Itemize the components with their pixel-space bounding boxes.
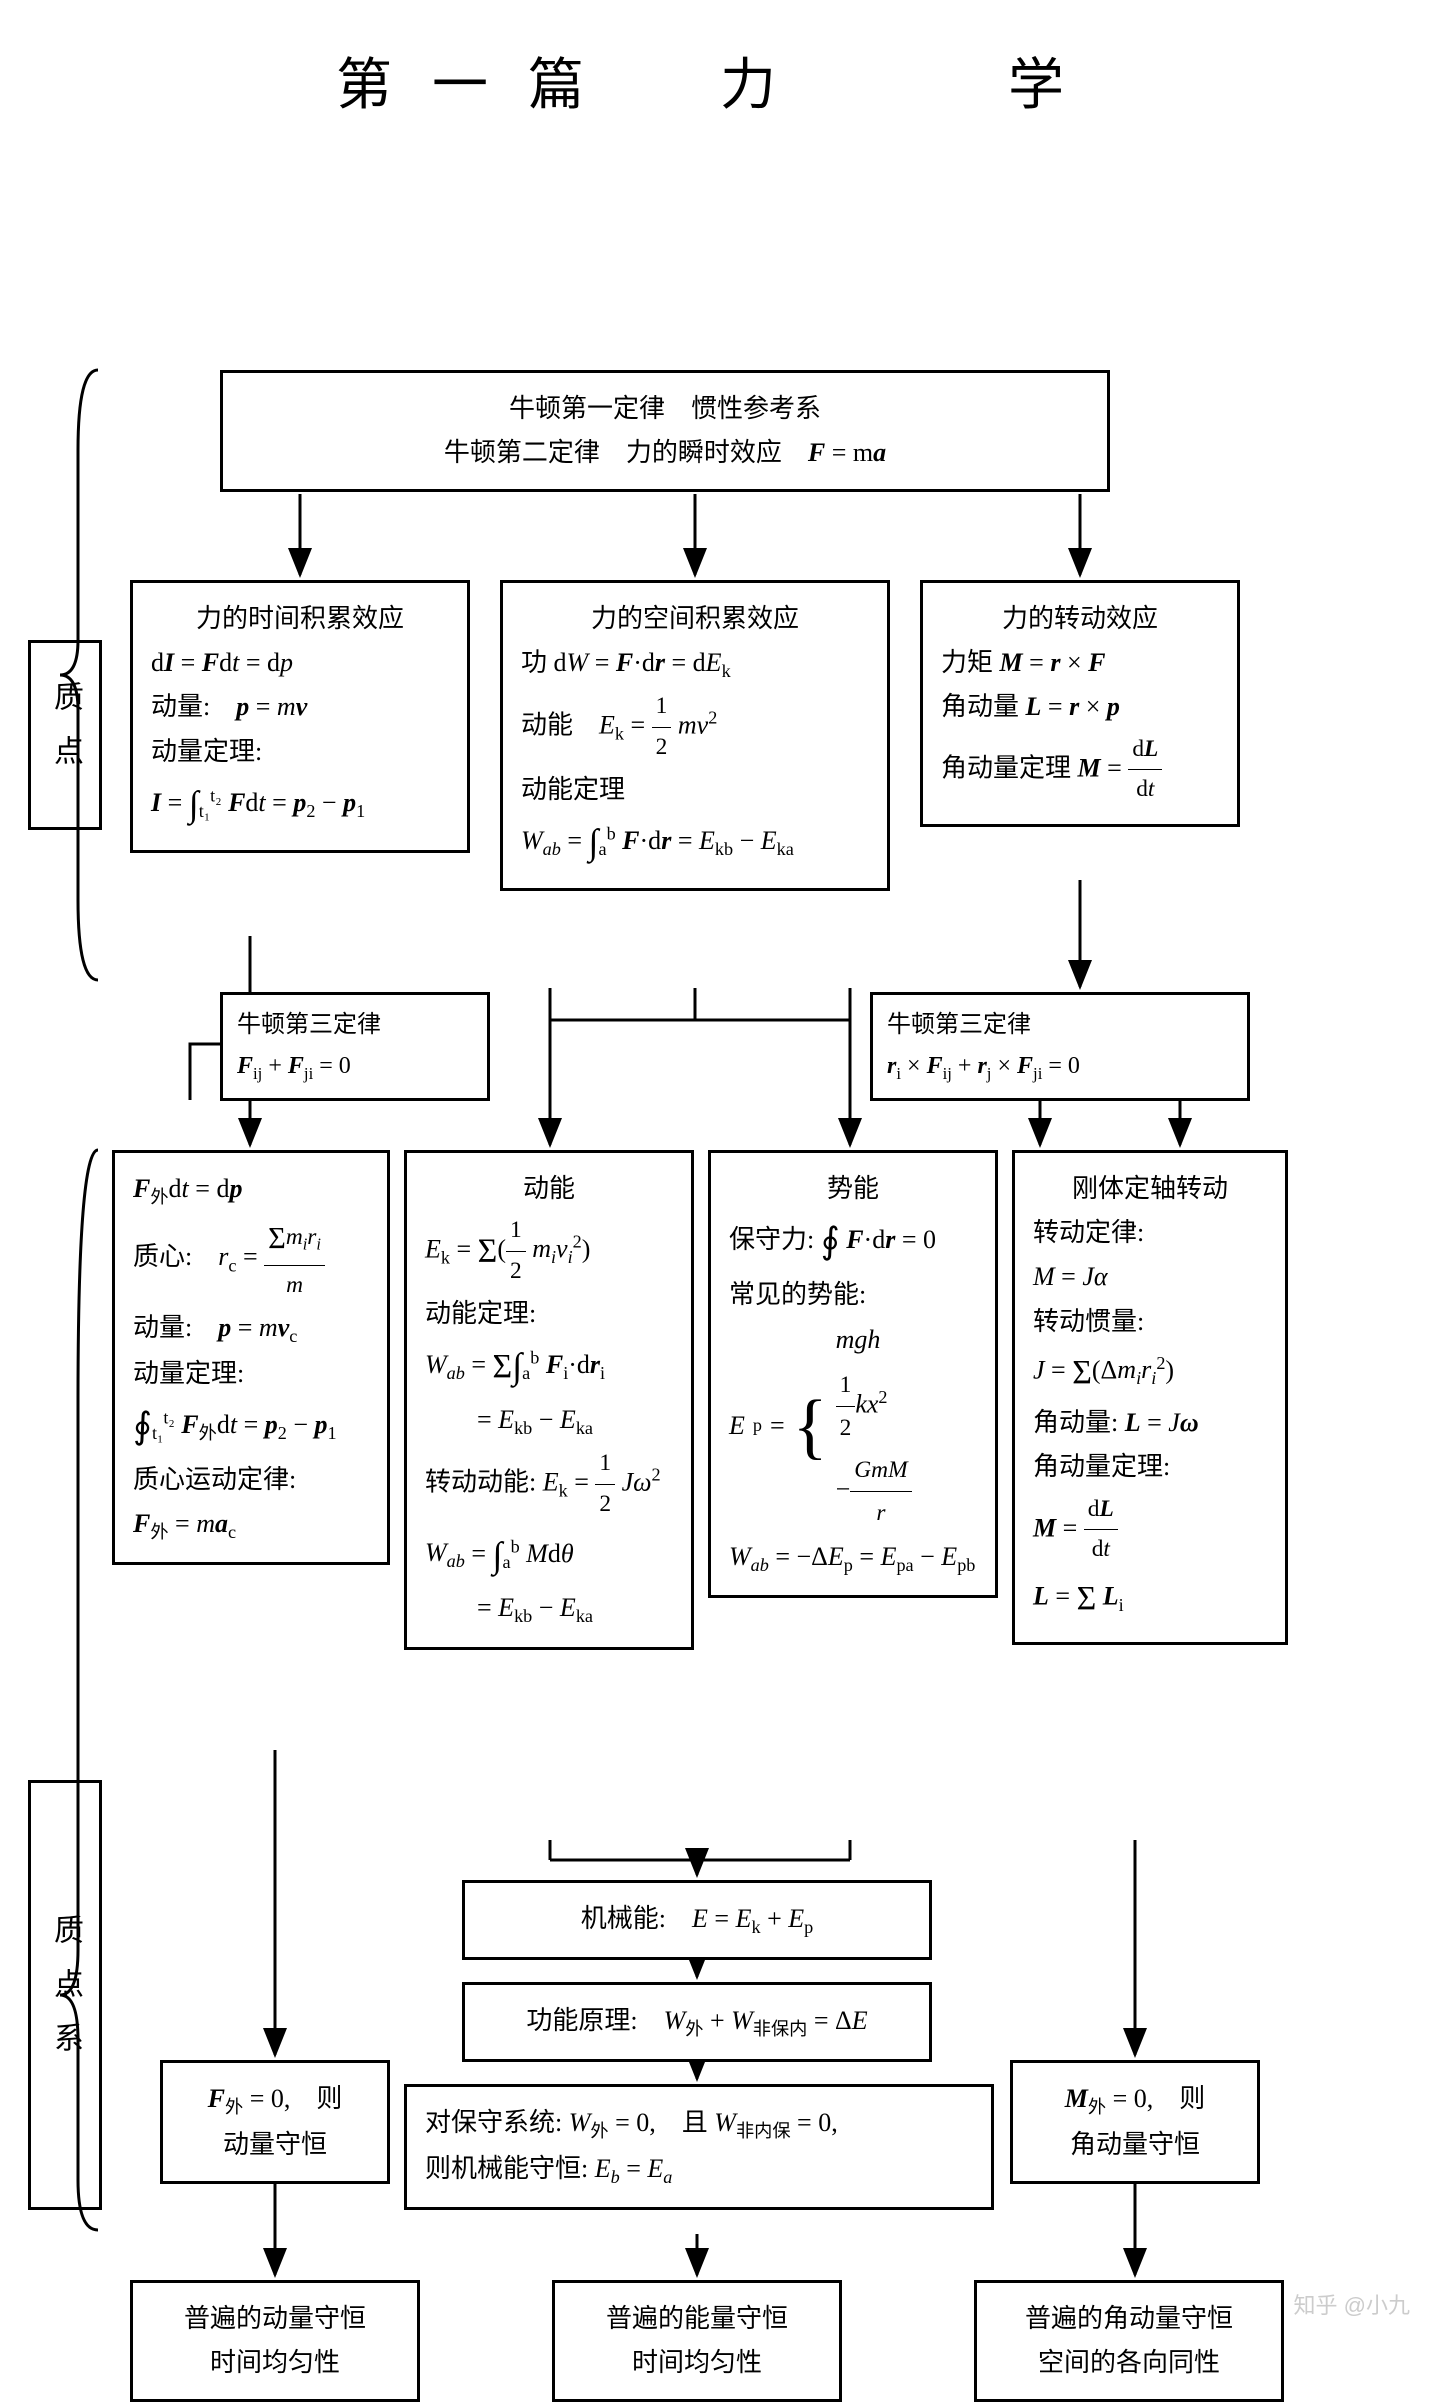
- formula: 力矩 M = r × F: [941, 641, 1219, 685]
- formula: 动能定理: [521, 768, 869, 812]
- formula: Ep = { mgh 12kx2 −GmMr: [729, 1317, 977, 1534]
- box-p-zero: F外 = 0, 则 动量守恒: [160, 2060, 390, 2184]
- side-label-system: 质点系: [28, 1780, 102, 2210]
- formula: ∮t₁t₂ F外dt = p2 − p1: [133, 1396, 369, 1458]
- text: 普遍的能量守恒: [573, 2297, 821, 2341]
- formula: I = ∫t₁t₂ Fdt = p2 − p1: [151, 774, 449, 836]
- text: 牛顿第三定律: [237, 1005, 473, 1046]
- text: 时间均匀性: [573, 2341, 821, 2385]
- formula: F外dt = dp: [133, 1167, 369, 1213]
- formula: = Ekb − Eka: [425, 1586, 673, 1632]
- heading: 动能: [425, 1167, 673, 1211]
- formula: 功 dW = F·dr = dEk: [521, 641, 869, 687]
- formula: Wab = −ΔEp = Epa − Epb: [729, 1535, 977, 1581]
- side-label-particle: 质点: [28, 640, 102, 830]
- formula: Ek = Σ(12 mivi2): [425, 1211, 673, 1292]
- box-mass-center: F外dt = dp 质心: rc = Σmirim 动量: p = mvc 动量…: [112, 1150, 390, 1565]
- text: 空间的各向同性: [995, 2341, 1263, 2385]
- formula: Wab = ∫ab Mdθ: [425, 1525, 673, 1587]
- formula: 功能原理: W外 + W非保内 = ΔE: [526, 2006, 867, 2035]
- box-e-univ: 普遍的能量守恒 时间均匀性: [552, 2280, 842, 2402]
- formula: = Ekb − Eka: [425, 1398, 673, 1444]
- box-ke: 动能 Ek = Σ(12 mivi2) 动能定理: Wab = Σ∫ab Fi·…: [404, 1150, 694, 1650]
- text: 动量守恒: [181, 2123, 369, 2167]
- text: 牛顿第三定律: [887, 1005, 1233, 1046]
- formula: 动量: p = mv: [151, 685, 449, 729]
- formula: ri × Fij + rj × Fji = 0: [887, 1046, 1233, 1088]
- formula: F外 = mac: [133, 1502, 369, 1548]
- text: 牛顿第一定律 惯性参考系: [241, 387, 1089, 431]
- box-space-eff: 力的空间积累效应 功 dW = F·dr = dEk 动能 Ek = 12 mv…: [500, 580, 890, 891]
- box-newton3a: 牛顿第三定律 Fij + Fji = 0: [220, 992, 490, 1101]
- box-p-univ: 普遍的动量守恒 时间均匀性: [130, 2280, 420, 2402]
- formula: 动能定理:: [425, 1292, 673, 1336]
- formula: M外 = 0, 则: [1031, 2077, 1239, 2123]
- heading: 势能: [729, 1167, 977, 1211]
- formula: 角动量定理:: [1033, 1445, 1267, 1489]
- text: 普遍的动量守恒: [151, 2297, 399, 2341]
- formula: M = Jα: [1033, 1255, 1267, 1299]
- formula: 质心运动定律:: [133, 1458, 369, 1502]
- formula: M = dLdt: [1033, 1490, 1267, 1571]
- heading: 力的转动效应: [941, 597, 1219, 641]
- text: 角动量守恒: [1031, 2123, 1239, 2167]
- box-newton3b: 牛顿第三定律 ri × Fij + rj × Fji = 0: [870, 992, 1250, 1101]
- formula: 动量定理:: [151, 730, 449, 774]
- heading: 力的空间积累效应: [521, 597, 869, 641]
- box-l-zero: M外 = 0, 则 角动量守恒: [1010, 2060, 1260, 2184]
- formula: 则机械能守恒: Eb = Ea: [425, 2147, 973, 2193]
- formula: 动量定理:: [133, 1352, 369, 1396]
- formula: Wab = ∫ab F·dr = Ekb − Eka: [521, 812, 869, 874]
- formula: J = Σ(Δmiri2): [1033, 1344, 1267, 1401]
- formula: 机械能: E = Ek + Ep: [581, 1904, 813, 1933]
- text: 普遍的角动量守恒: [995, 2297, 1263, 2341]
- formula: 动能 Ek = 12 mv2: [521, 687, 869, 768]
- formula: 动量: p = mvc: [133, 1306, 369, 1352]
- formula: 保守力: ∮ F·dr = 0: [729, 1211, 977, 1273]
- heading: 刚体定轴转动: [1033, 1167, 1267, 1211]
- formula: dI = Fdt = dp: [151, 641, 449, 685]
- formula: 转动惯量:: [1033, 1300, 1267, 1344]
- formula: 转动动能: Ek = 12 Jω2: [425, 1444, 673, 1525]
- box-mech-e: 机械能: E = Ek + Ep: [462, 1880, 932, 1960]
- box-work-e: 功能原理: W外 + W非保内 = ΔE: [462, 1982, 932, 2062]
- box-conserve: 对保守系统: W外 = 0, 且 W非内保 = 0, 则机械能守恒: Eb = …: [404, 2084, 994, 2210]
- heading: 力的时间积累效应: [151, 597, 449, 641]
- text: 牛顿第二定律 力的瞬时效应 F = ma: [241, 431, 1089, 475]
- box-rigid: 刚体定轴转动 转动定律: M = Jα 转动惯量: J = Σ(Δmiri2) …: [1012, 1150, 1288, 1645]
- formula: 质心: rc = Σmirim: [133, 1213, 369, 1305]
- formula: Fij + Fji = 0: [237, 1046, 473, 1088]
- formula: F外 = 0, 则: [181, 2077, 369, 2123]
- box-l-univ: 普遍的角动量守恒 空间的各向同性: [974, 2280, 1284, 2402]
- formula: 角动量 L = r × p: [941, 685, 1219, 729]
- text: 时间均匀性: [151, 2341, 399, 2385]
- formula: 角动量: L = Jω: [1033, 1401, 1267, 1445]
- box-newton12: 牛顿第一定律 惯性参考系 牛顿第二定律 力的瞬时效应 F = ma: [220, 370, 1110, 492]
- box-rot-eff: 力的转动效应 力矩 M = r × F 角动量 L = r × p 角动量定理 …: [920, 580, 1240, 827]
- formula: L = Σ Li: [1033, 1570, 1267, 1627]
- formula: 对保守系统: W外 = 0, 且 W非内保 = 0,: [425, 2101, 973, 2147]
- formula: 常见的势能:: [729, 1273, 977, 1317]
- formula: Wab = Σ∫ab Fi·dri: [425, 1336, 673, 1398]
- watermark: 知乎 @小九: [1294, 2288, 1410, 2320]
- box-pe: 势能 保守力: ∮ F·dr = 0 常见的势能: Ep = { mgh 12k…: [708, 1150, 998, 1598]
- box-time-eff: 力的时间积累效应 dI = Fdt = dp 动量: p = mv 动量定理: …: [130, 580, 470, 853]
- formula: 转动定律:: [1033, 1211, 1267, 1255]
- formula: 角动量定理 M = dLdt: [941, 730, 1219, 811]
- page-title: 第一篇 力 学: [0, 40, 1440, 121]
